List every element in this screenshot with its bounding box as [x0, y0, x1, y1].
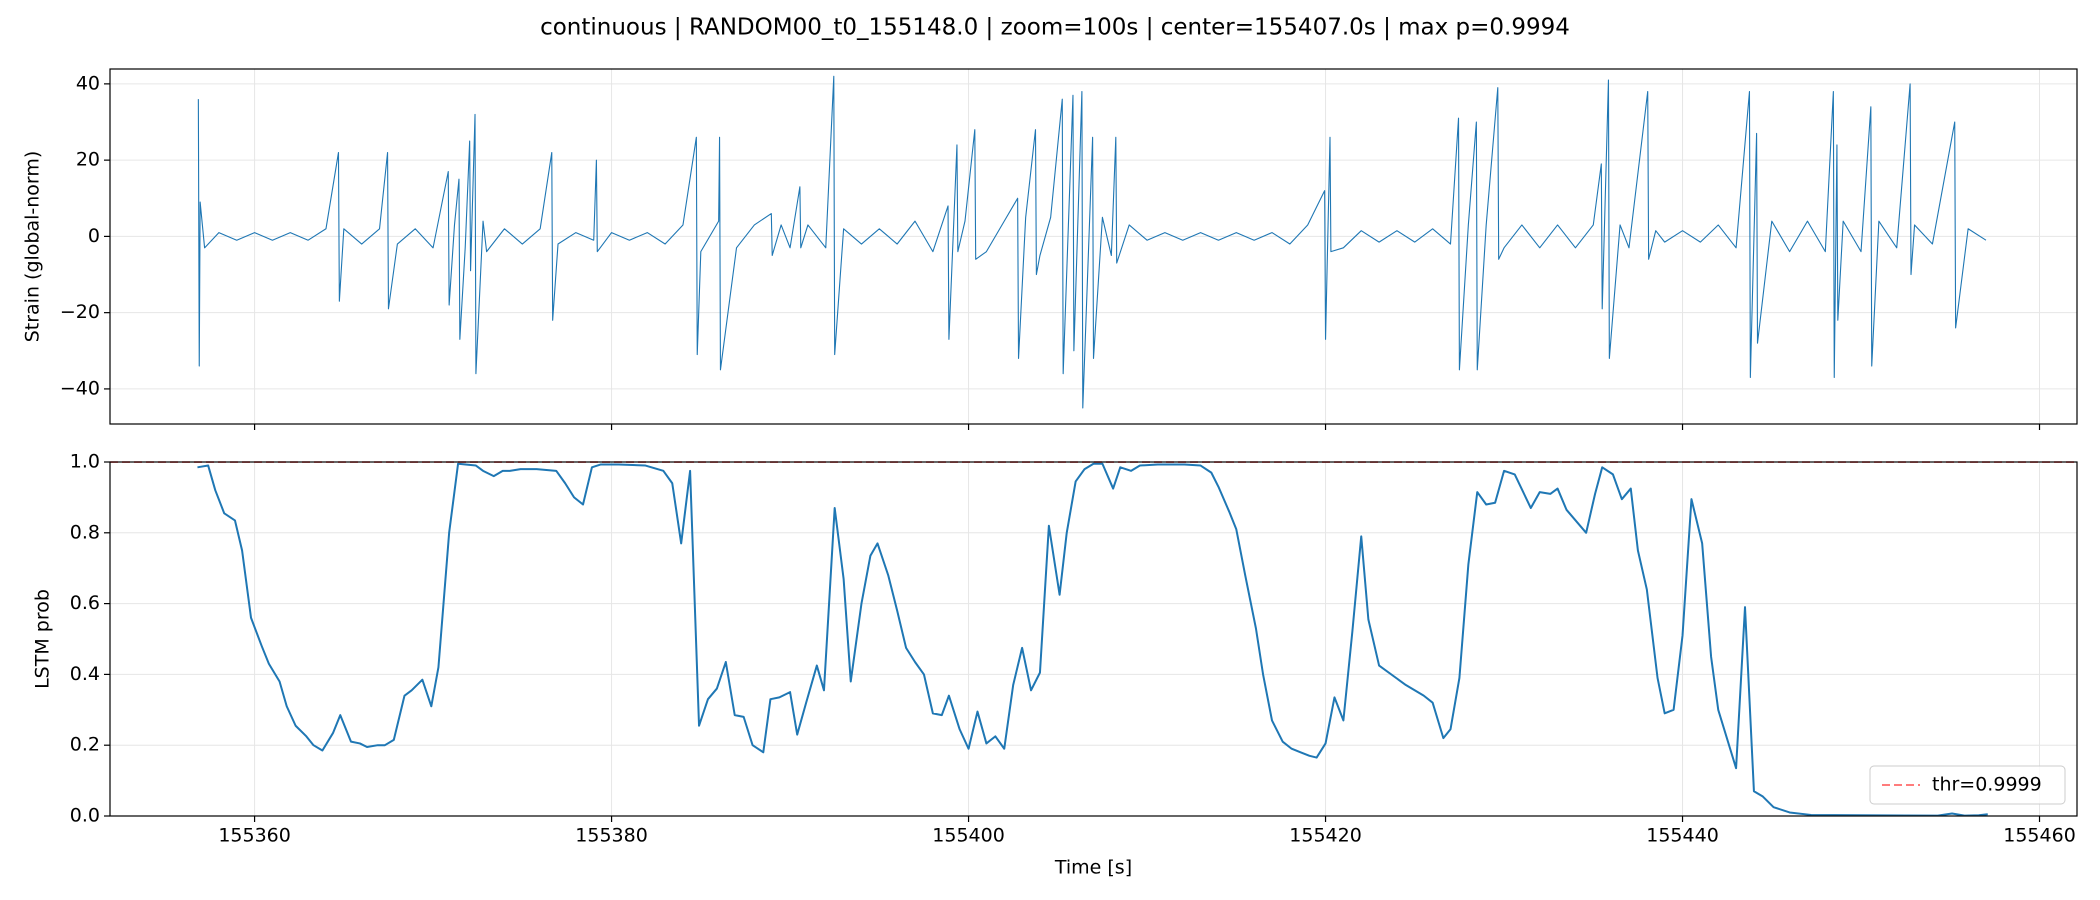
x-tick-label: 155460 [2003, 825, 2076, 847]
data-line [197, 75, 1987, 409]
x-tick-label: 155440 [1646, 825, 1719, 847]
y-tick-label: 0.6 [70, 592, 100, 614]
panel: 155360 155380 155400 155420 155440 155460 0.0 0… [32, 451, 2078, 879]
x-tick-label: 155380 [575, 825, 648, 847]
x-tick-label: 155420 [1289, 825, 1362, 847]
legend-box [1869, 765, 2066, 805]
axes-frame [109, 68, 2078, 425]
y-tick-label: −40 [60, 377, 100, 399]
y-tick-label: 1.0 [70, 451, 100, 473]
axes-frame [109, 461, 2078, 817]
legend-label: thr=0.9999 [1932, 774, 2042, 796]
y-tick-label: 40 [76, 72, 100, 94]
figure-title: continuous | RANDOM00_t0_155148.0 | zoom… [540, 15, 1570, 41]
y-tick-label: 20 [76, 149, 100, 171]
x-tick-label: 155400 [932, 825, 1005, 847]
y-tick-label: 0.8 [70, 521, 100, 543]
y-tick-label: −20 [60, 301, 100, 323]
y-tick-label: 0.0 [70, 805, 100, 827]
y-axis-label: LSTM prob [32, 589, 54, 689]
y-tick-label: 0.4 [70, 663, 100, 685]
x-tick-label: 155360 [218, 825, 291, 847]
y-tick-label: 0.2 [70, 734, 100, 756]
y-tick-label: 0 [88, 225, 100, 247]
x-axis-label: Time [s] [1054, 857, 1132, 879]
y-axis-label: Strain (global-norm) [22, 151, 44, 343]
legend: thr=0.9999 [1869, 765, 2066, 805]
panel: −40 −20 0 20 40 Strain (global-norm) [22, 68, 2078, 430]
data-line [197, 462, 1988, 816]
